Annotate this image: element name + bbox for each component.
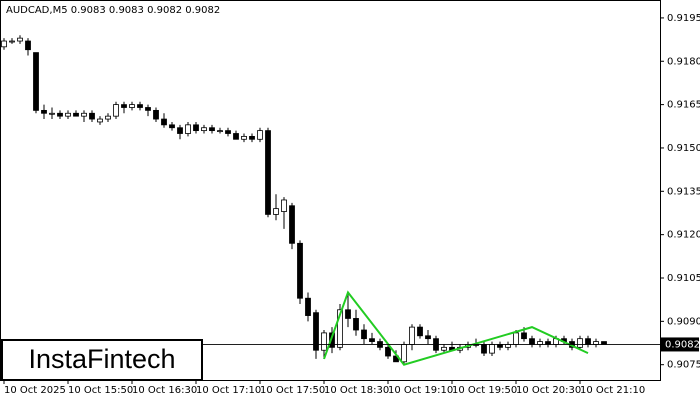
candle-body	[345, 309, 351, 319]
y-tick-label: 0.9105	[667, 273, 700, 284]
x-tick-label: 10 Oct 19:10	[388, 385, 453, 396]
candle-body	[329, 332, 335, 348]
candle-body	[505, 344, 511, 348]
candle-body	[337, 309, 343, 348]
candle-body	[601, 341, 607, 345]
candle-body	[585, 338, 591, 345]
candle-body	[145, 107, 151, 111]
candle-body	[233, 133, 239, 140]
y-tick-label: 0.9180	[667, 56, 700, 67]
candle-body	[401, 344, 407, 363]
x-tick-label: 10 Oct 20:30	[516, 385, 581, 396]
x-tick-label: 10 Oct 18:30	[324, 385, 389, 396]
y-tick-label: 0.9120	[667, 230, 700, 241]
candle-body	[537, 341, 543, 345]
candle-body	[193, 124, 199, 132]
candle-body	[17, 37, 23, 42]
candle-body	[33, 52, 39, 111]
candle-body	[593, 341, 599, 345]
candle-body	[105, 115, 111, 120]
candle-body	[577, 338, 583, 348]
candle-body	[513, 332, 519, 345]
candle-body	[265, 130, 271, 215]
candle-body	[73, 112, 79, 117]
y-tick-label: 0.9165	[667, 100, 700, 111]
candle-body	[113, 104, 119, 117]
candle-body	[65, 112, 71, 117]
last-price-box	[661, 337, 699, 352]
candle-body	[273, 208, 279, 215]
x-tick-label: 10 Oct 17:50	[260, 385, 325, 396]
candle-body	[9, 40, 15, 43]
x-tick-label: 10 Oct 2025	[4, 385, 66, 396]
candle-body	[529, 338, 535, 345]
candle-body	[417, 326, 423, 337]
candle-body	[521, 332, 527, 340]
logo-box	[1, 339, 203, 381]
candle-body	[249, 135, 255, 140]
candle-body	[257, 130, 263, 140]
candle-body	[481, 344, 487, 354]
x-tick-label: 10 Oct 19:50	[452, 385, 517, 396]
candle-body	[121, 104, 127, 108]
candle-body	[177, 127, 183, 134]
candle-body	[153, 109, 159, 120]
last-price-label: 0.9082	[665, 339, 700, 350]
candle-body	[25, 40, 31, 51]
candle-body	[289, 205, 295, 244]
candle-body	[81, 112, 87, 117]
candle-body	[545, 341, 551, 345]
candle-body	[353, 318, 359, 331]
candle-body	[185, 124, 191, 134]
candle-body	[305, 297, 311, 316]
y-tick-label: 0.9090	[667, 316, 700, 327]
y-tick-label: 0.9150	[667, 143, 700, 154]
plot-frame	[0, 0, 661, 381]
candle-body	[225, 130, 231, 134]
candle-body	[497, 344, 503, 348]
candle-body	[89, 112, 95, 120]
logo: InstaFintech	[28, 344, 175, 374]
candle-body	[57, 112, 63, 117]
candle-body	[49, 112, 55, 115]
candle-body	[425, 335, 431, 340]
candle-body	[297, 242, 303, 299]
candle-body	[489, 344, 495, 354]
candle-body	[41, 109, 47, 114]
y-tick-label: 0.9075	[667, 360, 700, 371]
candle-body	[97, 118, 103, 123]
candle-body	[409, 326, 415, 345]
x-tick-label: 10 Oct 21:10	[580, 385, 645, 396]
y-tick-label: 0.9135	[667, 186, 700, 197]
candle-body	[385, 346, 391, 357]
candle-body	[209, 127, 215, 132]
candle-body	[1, 40, 7, 48]
candle-body	[241, 135, 247, 140]
candle-body	[361, 329, 367, 340]
x-tick-label: 10 Oct 15:50	[68, 385, 133, 396]
x-tick-label: 10 Oct 16:30	[132, 385, 197, 396]
candle-body	[321, 332, 327, 351]
pattern-line	[323, 290, 589, 366]
candle-body	[217, 130, 223, 133]
candle-body	[137, 104, 143, 108]
candle-body	[369, 338, 375, 342]
candle-body	[313, 312, 319, 351]
candle-body	[441, 346, 447, 351]
candle-body	[201, 127, 207, 132]
candle-body	[281, 199, 287, 212]
candle-body	[161, 118, 167, 126]
x-tick-label: 10 Oct 17:10	[196, 385, 261, 396]
candle-body	[129, 104, 135, 108]
y-tick-label: 0.9195	[667, 13, 700, 24]
candle-body	[169, 124, 175, 129]
chart-title: AUDCAD,M5 0.9083 0.9083 0.9082 0.9082	[6, 5, 220, 16]
